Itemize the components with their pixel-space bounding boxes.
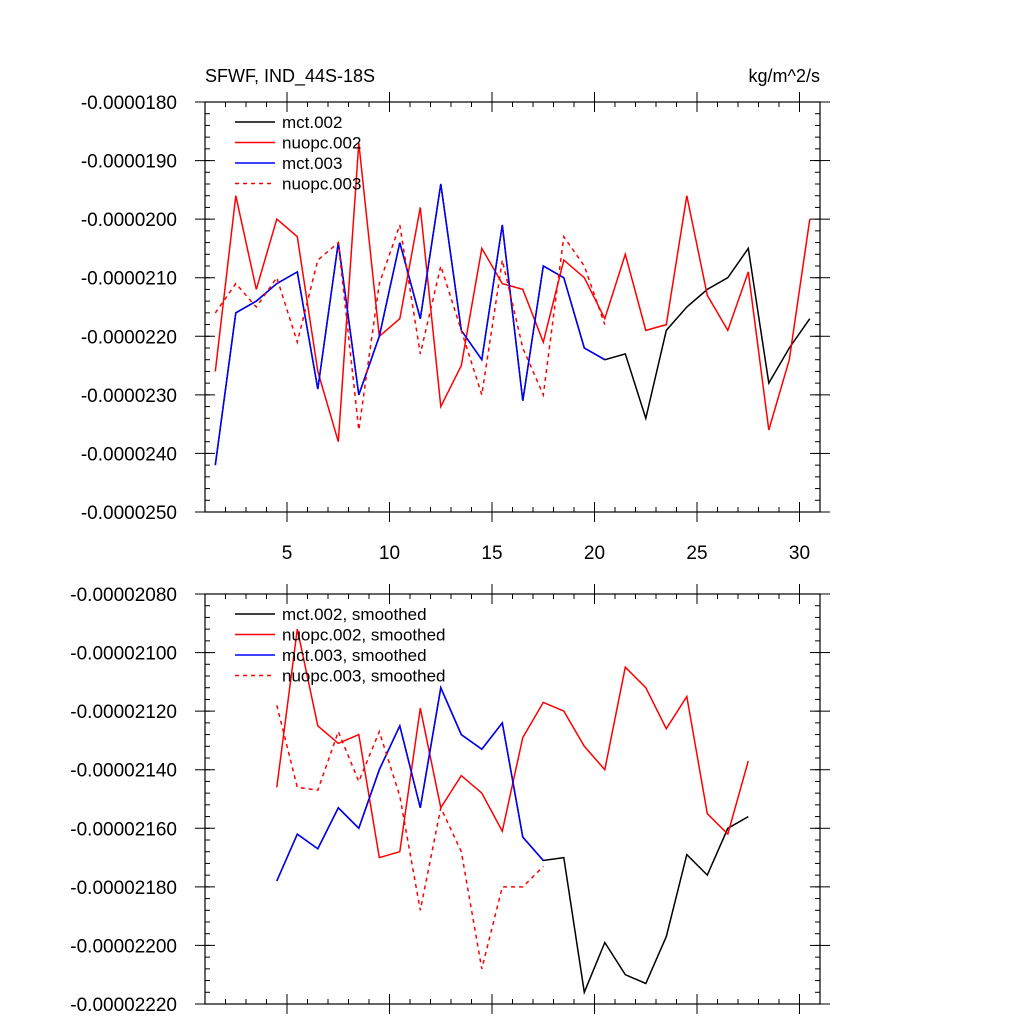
chart-units: kg/m^2/s [749,66,820,86]
series-line-mct-002 [214,183,811,466]
x-tick-label: 15 [481,543,502,564]
y-tick-label: -0.00002200 [70,936,177,957]
y-tick-label: -0.00002160 [70,819,177,840]
plot-frame [204,593,821,1005]
legend-label: mct.002 [282,113,342,132]
legend-label: nuopc.003, smoothed [282,667,446,686]
legend-label: mct.003 [282,154,342,173]
legend-label: mct.002, smoothed [282,605,427,624]
series-line-nuopc-003 [214,224,606,431]
y-tick-label: -0.0000200 [81,210,177,231]
y-tick-label: -0.00002080 [70,585,177,606]
series-line-mct-002-smoothed [276,685,749,996]
y-tick-label: -0.00002120 [70,702,177,723]
y-tick-label: -0.00002140 [70,761,177,782]
legend-label: nuopc.003 [282,175,361,194]
chart-panel-2: -0.00002080 -0.00002100 -0.00002120 -0.0000… [70,584,830,1016]
x-tick-label: 10 [379,543,400,564]
series-line-nuopc-002-smoothed [276,628,750,859]
y-tick-label: -0.0000240 [81,444,177,465]
y-tick-label: -0.0000220 [81,327,177,348]
x-tick-label: 5 [282,543,293,564]
series-line-nuopc-003-smoothed [276,705,544,970]
chart-panel-1: SFWF, IND_44S-18S kg/m^2/s -0.0000180 -0.00… [81,66,830,564]
chart-title: SFWF, IND_44S-18S [205,66,375,87]
y-tick-label: -0.00002100 [70,644,177,665]
legend-label: nuopc.002 [282,134,361,153]
legend-label: mct.003, smoothed [282,646,427,665]
y-tick-label: -0.00002180 [70,878,177,899]
x-tick-label: 25 [686,543,707,564]
x-tick-label: 30 [789,543,810,564]
plot-frame [204,101,821,513]
legend-label: nuopc.002, smoothed [282,626,446,645]
y-tick-label: -0.0000190 [81,152,177,173]
x-tick-label: 20 [584,543,605,564]
y-tick-label: -0.0000180 [81,93,177,114]
legend: mct.002, smoothed nuopc.002, smoothedmct.… [235,605,446,686]
y-tick-label: -0.0000210 [81,269,177,290]
y-tick-label: -0.0000230 [81,386,177,407]
series-line-mct-003 [214,183,606,466]
y-tick-label: -0.0000250 [81,503,177,524]
series-line-mct-003-smoothed [276,685,544,882]
y-tick-label: -0.00002220 [70,995,177,1016]
series-line-nuopc-002 [214,142,811,442]
